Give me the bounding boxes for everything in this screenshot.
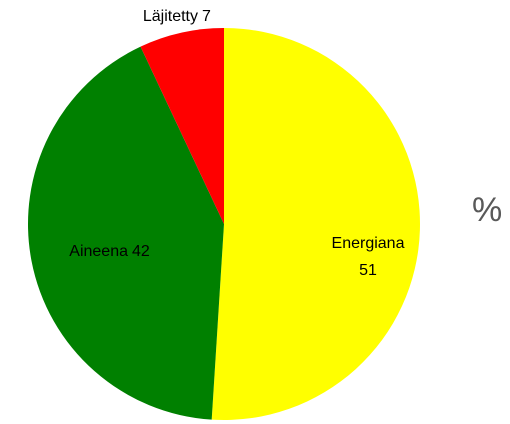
unit-label: % — [472, 191, 502, 229]
slice-name: Aineena — [69, 243, 128, 260]
slice-value: 7 — [202, 8, 211, 25]
slice-name: Läjitetty — [143, 8, 198, 25]
slice-name: Energiana — [332, 235, 405, 252]
pie-slice — [211, 28, 420, 420]
slice-value: 42 — [132, 243, 150, 260]
pie-slice — [140, 28, 224, 224]
pie-slice — [27, 46, 225, 420]
slice-value: 51 — [359, 262, 377, 279]
